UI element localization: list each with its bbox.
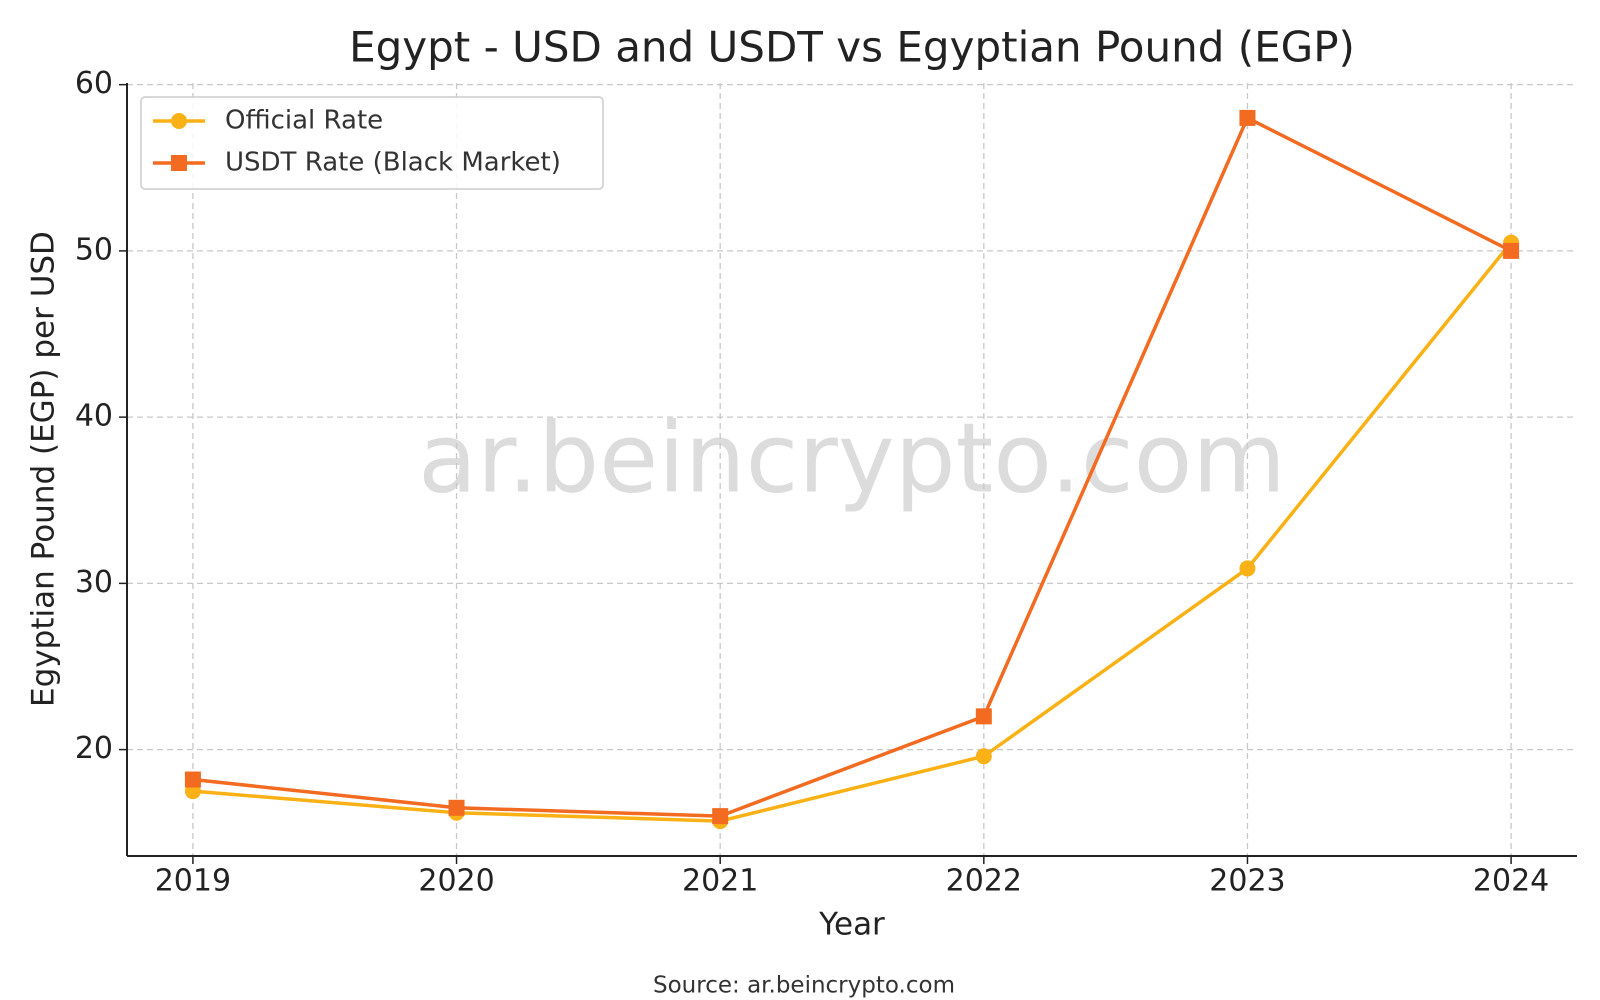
- x-tick-label: 2019: [155, 864, 231, 899]
- series-line: [192, 115, 1512, 818]
- marker: [975, 708, 992, 725]
- marker: [184, 771, 201, 788]
- marker: [171, 155, 187, 171]
- legend-label: Official Rate: [225, 106, 383, 136]
- y-tick-label: 60: [75, 66, 113, 101]
- x-tick-label: 2020: [418, 864, 494, 899]
- y-axis-label: Egyptian Pound (EGP) per USD: [26, 231, 62, 707]
- x-tick-label: 2022: [946, 864, 1022, 899]
- marker: [1239, 109, 1256, 126]
- y-tick-label: 30: [75, 565, 113, 600]
- chart-title: Egypt - USD and USDT vs Egyptian Pound (…: [349, 23, 1355, 72]
- marker: [712, 808, 729, 825]
- y-tick-label: 20: [75, 731, 113, 766]
- marker: [448, 799, 465, 816]
- marker: [1503, 242, 1520, 259]
- y-tick-label: 50: [75, 232, 113, 267]
- source-note: Source: ar.beincrypto.com: [653, 973, 955, 999]
- legend: Official Rate USDT Rate (Black Market): [140, 96, 604, 190]
- marker: [1239, 560, 1256, 577]
- marker: [171, 113, 187, 129]
- x-axis-label: Year: [818, 907, 885, 943]
- watermark: ar.beincrypto.com: [418, 402, 1286, 514]
- series-line: [192, 241, 1513, 823]
- x-tick-label: 2023: [1209, 864, 1285, 899]
- legend-box: [140, 96, 604, 190]
- marker: [975, 748, 992, 765]
- x-tick-label: 2021: [682, 864, 758, 899]
- legend-label: USDT Rate (Black Market): [225, 148, 561, 178]
- y-tick-label: 40: [75, 399, 113, 434]
- x-tick-label: 2024: [1473, 864, 1549, 899]
